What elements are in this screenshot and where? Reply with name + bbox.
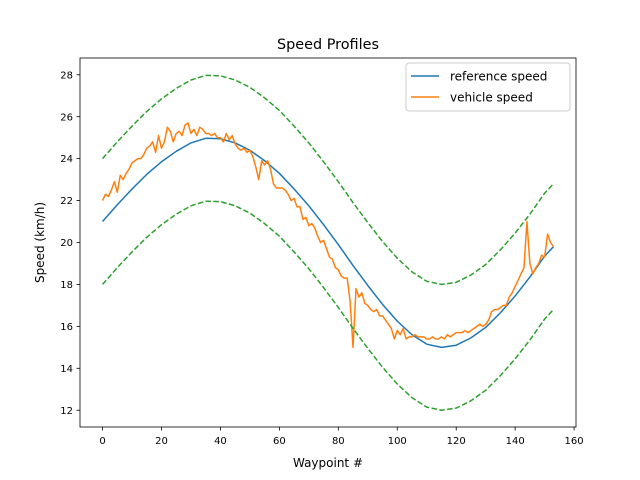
y-tick-label: 20 bbox=[60, 238, 73, 249]
x-tick-label: 140 bbox=[506, 436, 525, 447]
x-axis-ticks: 0 20 40 60 80 100 120 140 160 bbox=[99, 427, 584, 447]
series-line-lower-bound bbox=[101, 200, 554, 411]
series-line-upper-bound bbox=[101, 74, 554, 286]
chart-title: Speed Profiles bbox=[277, 37, 379, 53]
series-line-reference-speed bbox=[101, 137, 554, 349]
y-tick-label: 18 bbox=[60, 280, 73, 291]
x-axis-label: Waypoint # bbox=[293, 456, 363, 470]
y-tick-label: 22 bbox=[60, 196, 73, 207]
y-tick-label: 12 bbox=[60, 406, 73, 417]
y-axis-ticks: 12 14 16 18 20 22 24 26 28 bbox=[60, 70, 80, 417]
legend-label-reference-speed: reference speed bbox=[450, 70, 547, 84]
y-tick-label: 16 bbox=[60, 322, 73, 333]
y-tick-label: 26 bbox=[60, 112, 73, 123]
x-tick-label: 60 bbox=[273, 436, 286, 447]
x-tick-label: 20 bbox=[155, 436, 168, 447]
y-tick-label: 28 bbox=[60, 70, 73, 81]
x-tick-label: 120 bbox=[447, 436, 466, 447]
x-tick-label: 40 bbox=[214, 436, 227, 447]
legend-frame bbox=[405, 62, 571, 112]
axes-frame bbox=[79, 57, 577, 428]
x-tick-label: 80 bbox=[332, 436, 345, 447]
x-tick-label: 100 bbox=[388, 436, 407, 447]
legend-label-vehicle-speed: vehicle speed bbox=[450, 91, 533, 105]
series-line-vehicle-speed bbox=[101, 122, 555, 349]
y-tick-label: 24 bbox=[60, 154, 73, 165]
x-tick-label: 160 bbox=[565, 436, 584, 447]
legend: reference speed vehicle speed bbox=[405, 62, 571, 112]
y-tick-label: 14 bbox=[60, 364, 73, 375]
x-tick-label: 0 bbox=[99, 436, 105, 447]
y-axis-label: Speed (km/h) bbox=[33, 202, 47, 283]
plot-lines bbox=[101, 74, 555, 411]
